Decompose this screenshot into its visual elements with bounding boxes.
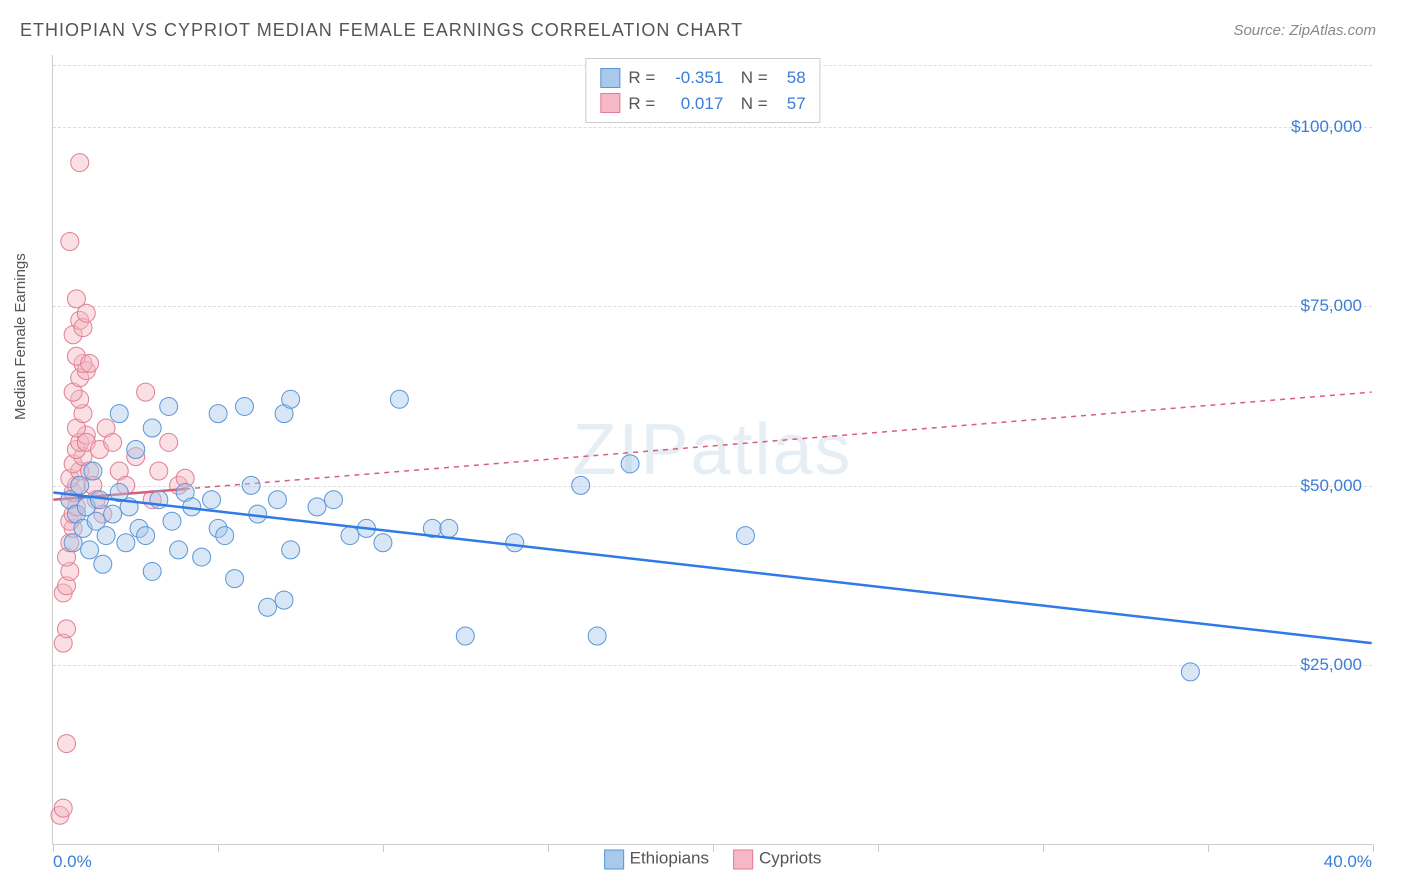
correlation-legend: R = -0.351 N = 58 R = 0.017 N = 57 xyxy=(585,58,820,123)
correlation-row-cypriots: R = 0.017 N = 57 xyxy=(600,91,805,117)
data-point xyxy=(71,476,89,494)
data-point xyxy=(236,397,254,415)
data-point xyxy=(150,462,168,480)
chart-title: ETHIOPIAN VS CYPRIOT MEDIAN FEMALE EARNI… xyxy=(20,20,743,41)
data-point xyxy=(216,527,234,545)
trend-line-ext xyxy=(185,392,1371,489)
legend-swatch-cypriots xyxy=(733,850,753,870)
data-point xyxy=(308,498,326,516)
data-point xyxy=(275,591,293,609)
data-point xyxy=(143,562,161,580)
data-point xyxy=(67,290,85,308)
data-point xyxy=(104,433,122,451)
y-tick-label: $100,000 xyxy=(1291,117,1362,137)
data-point xyxy=(117,534,135,552)
data-point xyxy=(390,390,408,408)
legend-label-cypriots: Cypriots xyxy=(759,849,821,868)
data-point xyxy=(456,627,474,645)
data-point xyxy=(137,527,155,545)
data-point xyxy=(160,433,178,451)
source-label: Source: ZipAtlas.com xyxy=(1233,22,1376,39)
x-tick-label: 0.0% xyxy=(53,852,92,872)
data-point xyxy=(588,627,606,645)
data-point xyxy=(61,233,79,251)
n-label: N = xyxy=(731,65,767,91)
data-point xyxy=(1181,663,1199,681)
n-value-ethiopians: 58 xyxy=(776,65,806,91)
y-tick-label: $75,000 xyxy=(1301,296,1362,316)
legend-item-cypriots: Cypriots xyxy=(733,849,821,870)
data-point xyxy=(54,799,72,817)
data-point xyxy=(163,512,181,530)
data-point xyxy=(268,491,286,509)
data-point xyxy=(440,519,458,537)
legend-item-ethiopians: Ethiopians xyxy=(604,849,709,870)
series-legend: Ethiopians Cypriots xyxy=(604,849,822,870)
data-point xyxy=(374,534,392,552)
x-tick-label: 40.0% xyxy=(1324,852,1372,872)
n-value-cypriots: 57 xyxy=(776,91,806,117)
data-point xyxy=(58,735,76,753)
y-axis-label: Median Female Earnings xyxy=(12,253,29,420)
data-point xyxy=(160,397,178,415)
data-point xyxy=(621,455,639,473)
data-point xyxy=(572,476,590,494)
r-label: R = xyxy=(628,65,655,91)
chart-area: ZIPatlas Ethiopians Cypriots $25,000$50,… xyxy=(52,55,1372,845)
y-tick-label: $50,000 xyxy=(1301,476,1362,496)
data-point xyxy=(170,541,188,559)
data-point xyxy=(259,598,277,616)
data-point xyxy=(58,620,76,638)
n-label: N = xyxy=(731,91,767,117)
data-point xyxy=(242,476,260,494)
data-point xyxy=(506,534,524,552)
legend-label-ethiopians: Ethiopians xyxy=(630,849,709,868)
r-label: R = xyxy=(628,91,655,117)
data-point xyxy=(97,527,115,545)
data-point xyxy=(104,505,122,523)
data-point xyxy=(94,555,112,573)
r-value-ethiopians: -0.351 xyxy=(663,65,723,91)
data-point xyxy=(209,405,227,423)
data-point xyxy=(84,462,102,480)
data-point xyxy=(71,154,89,172)
data-point xyxy=(282,390,300,408)
data-point xyxy=(341,527,359,545)
data-point xyxy=(226,570,244,588)
corr-swatch-cypriots xyxy=(600,93,620,113)
trend-line xyxy=(53,493,1371,644)
y-tick-label: $25,000 xyxy=(1301,655,1362,675)
data-point xyxy=(203,491,221,509)
data-point xyxy=(81,354,99,372)
data-point xyxy=(143,419,161,437)
legend-swatch-ethiopians xyxy=(604,850,624,870)
r-value-cypriots: 0.017 xyxy=(663,91,723,117)
plot-svg xyxy=(53,55,1372,844)
data-point xyxy=(193,548,211,566)
data-point xyxy=(110,405,128,423)
data-point xyxy=(127,441,145,459)
data-point xyxy=(324,491,342,509)
data-point xyxy=(137,383,155,401)
data-point xyxy=(282,541,300,559)
corr-swatch-ethiopians xyxy=(600,68,620,88)
data-point xyxy=(736,527,754,545)
data-point xyxy=(81,541,99,559)
correlation-row-ethiopians: R = -0.351 N = 58 xyxy=(600,65,805,91)
